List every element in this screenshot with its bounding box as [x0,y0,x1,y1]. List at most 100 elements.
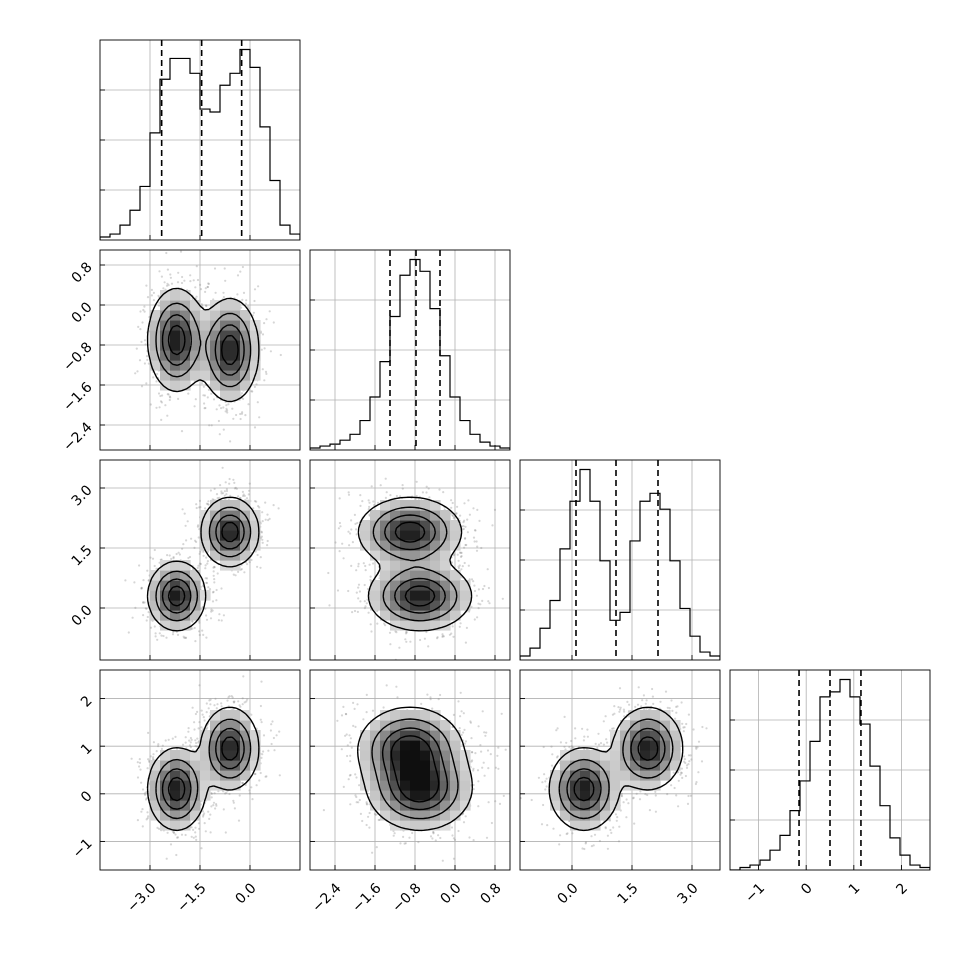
density-cell [420,610,431,621]
density-cell [400,540,411,551]
scatter-point [366,587,369,591]
scatter-point [212,398,216,401]
density-cell [240,360,251,371]
density-cell [370,590,381,601]
scatter-point [186,520,189,523]
scatter-point [168,398,171,402]
density-cell [190,590,201,601]
density-cell [160,380,171,391]
scatter-point [204,607,207,610]
density-cell [400,580,411,591]
density-cell [150,570,161,581]
density-cell [230,320,241,331]
scatter-point [181,743,185,746]
scatter-point [255,500,258,503]
density-cell [440,530,451,541]
scatter-point [228,482,231,485]
scatter-point [385,491,388,494]
scatter-point [376,501,380,504]
scatter-point [341,542,344,545]
scatter-point [207,388,210,391]
density-cell [420,500,431,511]
scatter-point [224,279,227,282]
scatter-point [342,557,345,560]
scatter-point [353,513,356,517]
density-cell [410,500,421,511]
density-cell [390,620,401,631]
scatter-point [167,393,170,396]
scatter-point [459,622,462,625]
scatter-point [146,615,149,619]
scatter-point [488,602,491,605]
scatter-point [354,522,357,526]
scatter-point [237,700,240,703]
scatter-point [192,279,195,282]
scatter-point [143,305,146,308]
scatter-point [134,606,137,610]
density-cell [410,620,421,631]
scatter-point [241,411,244,414]
density-cell [150,610,161,621]
scatter-point [243,571,246,574]
density-cell [150,580,161,591]
scatter-point [231,407,234,410]
y-tick-label: 0.8 [69,259,96,286]
scatter-point [517,614,519,616]
scatter-point [242,397,245,400]
scatter-point [140,586,143,590]
scatter-point [170,557,173,561]
density-cell [240,550,251,561]
density-cell [240,380,251,391]
scatter-point [151,557,155,560]
density-cell [160,310,171,321]
scatter-point [187,727,190,730]
scatter-point [457,565,460,568]
density-cell [400,570,411,581]
scatter-point [146,767,149,770]
scatter-point [209,489,212,492]
scatter-point [198,633,201,637]
scatter-point [388,631,392,634]
density-cell [390,520,401,531]
density-cell [440,570,451,581]
density-cell [400,560,411,571]
scatter-point [240,412,244,415]
density-cell [400,600,411,611]
scatter-point [476,545,479,548]
scatter-point [162,634,165,638]
scatter-point [195,265,198,268]
scatter-point [395,494,398,498]
density-cell [250,540,261,551]
density-cell [380,570,391,581]
scatter-point [237,819,241,822]
scatter-point [466,518,469,521]
density-cell [430,500,441,511]
density-cell [180,560,191,571]
scatter-point [144,607,147,610]
scatter-point [470,578,474,581]
scatter-point [441,634,444,638]
scatter-point [226,411,229,414]
density-cell [450,590,461,601]
scatter-point [483,584,486,588]
scatter-point [202,394,205,397]
scatter-point [349,532,352,535]
scatter-point [127,631,130,634]
scatter-point [209,617,213,620]
scatter-point [338,550,341,553]
scatter-point [415,480,418,483]
density-cell [410,540,421,551]
density-cell [440,510,451,521]
scatter-point [194,539,197,542]
density-cell [190,340,201,351]
density-cell [370,540,381,551]
scatter-point [252,311,255,314]
density-cell [220,310,231,321]
scatter-point [206,726,209,729]
scatter-point [206,562,209,565]
scatter-point [215,493,219,496]
scatter-point [260,348,263,351]
scatter-point [368,501,371,504]
contour-level [155,506,252,622]
scatter-point [193,546,196,550]
